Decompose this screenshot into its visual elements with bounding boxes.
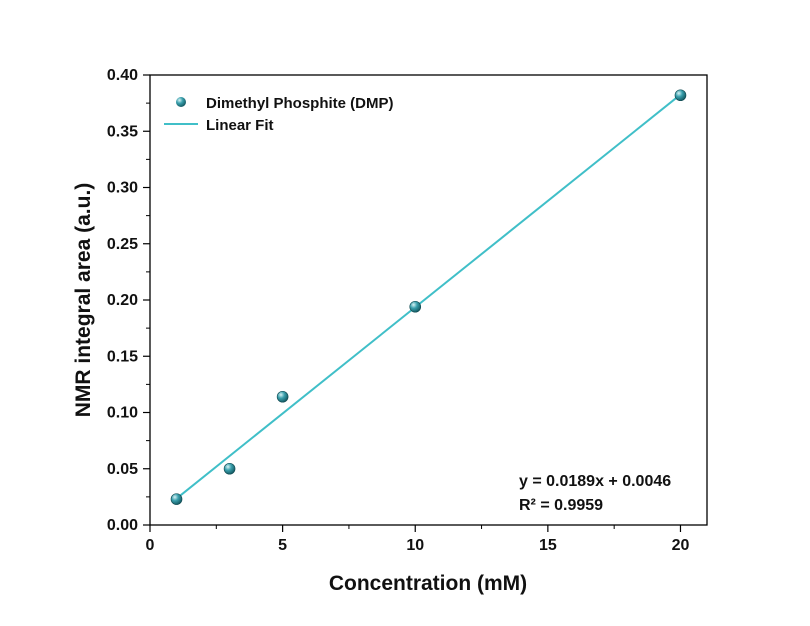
y-tick-label: 0.15 xyxy=(107,348,138,365)
y-axis-title: NMR integral area (a.u.) xyxy=(72,183,95,418)
data-point xyxy=(223,462,236,475)
y-tick-label: 0.00 xyxy=(107,517,138,534)
legend-label-fit: Linear Fit xyxy=(206,117,274,134)
x-tick-label: 15 xyxy=(539,537,557,554)
y-tick-label: 0.30 xyxy=(107,180,138,197)
legend: Dimethyl Phosphite (DMP) Linear Fit xyxy=(164,95,394,134)
y-tick-label: 0.40 xyxy=(107,67,138,84)
y-tick-label: 0.25 xyxy=(107,236,138,253)
data-point xyxy=(170,493,183,505)
data-points-layer xyxy=(170,89,687,505)
legend-marker-dmp xyxy=(176,97,186,107)
x-axis-ticks: 0 5 10 15 20 xyxy=(146,525,690,554)
x-tick-label: 10 xyxy=(406,537,424,554)
legend-label-dmp: Dimethyl Phosphite (DMP) xyxy=(206,95,394,112)
fit-equation: y = 0.0189x + 0.0046 xyxy=(519,473,671,490)
y-tick-label: 0.35 xyxy=(107,123,138,140)
data-point xyxy=(674,89,687,102)
data-point xyxy=(409,300,422,313)
y-axis-ticks: 0.00 0.05 0.10 0.15 0.20 0.25 0.30 0.35 0.40 xyxy=(107,67,150,534)
plot-area-border xyxy=(149,74,708,526)
linear-fit-line xyxy=(175,93,682,500)
x-tick-label: 20 xyxy=(672,537,690,554)
x-axis-title: Concentration (mM) xyxy=(329,572,527,595)
data-point xyxy=(276,390,289,403)
plot-frame xyxy=(149,74,708,526)
fit-line-layer xyxy=(175,93,682,500)
x-tick-label: 5 xyxy=(278,537,287,554)
y-tick-label: 0.10 xyxy=(107,405,138,422)
y-tick-label: 0.05 xyxy=(107,461,138,478)
x-tick-label: 0 xyxy=(146,537,155,554)
y-tick-label: 0.20 xyxy=(107,292,138,309)
r-squared: R² = 0.9959 xyxy=(519,497,603,514)
